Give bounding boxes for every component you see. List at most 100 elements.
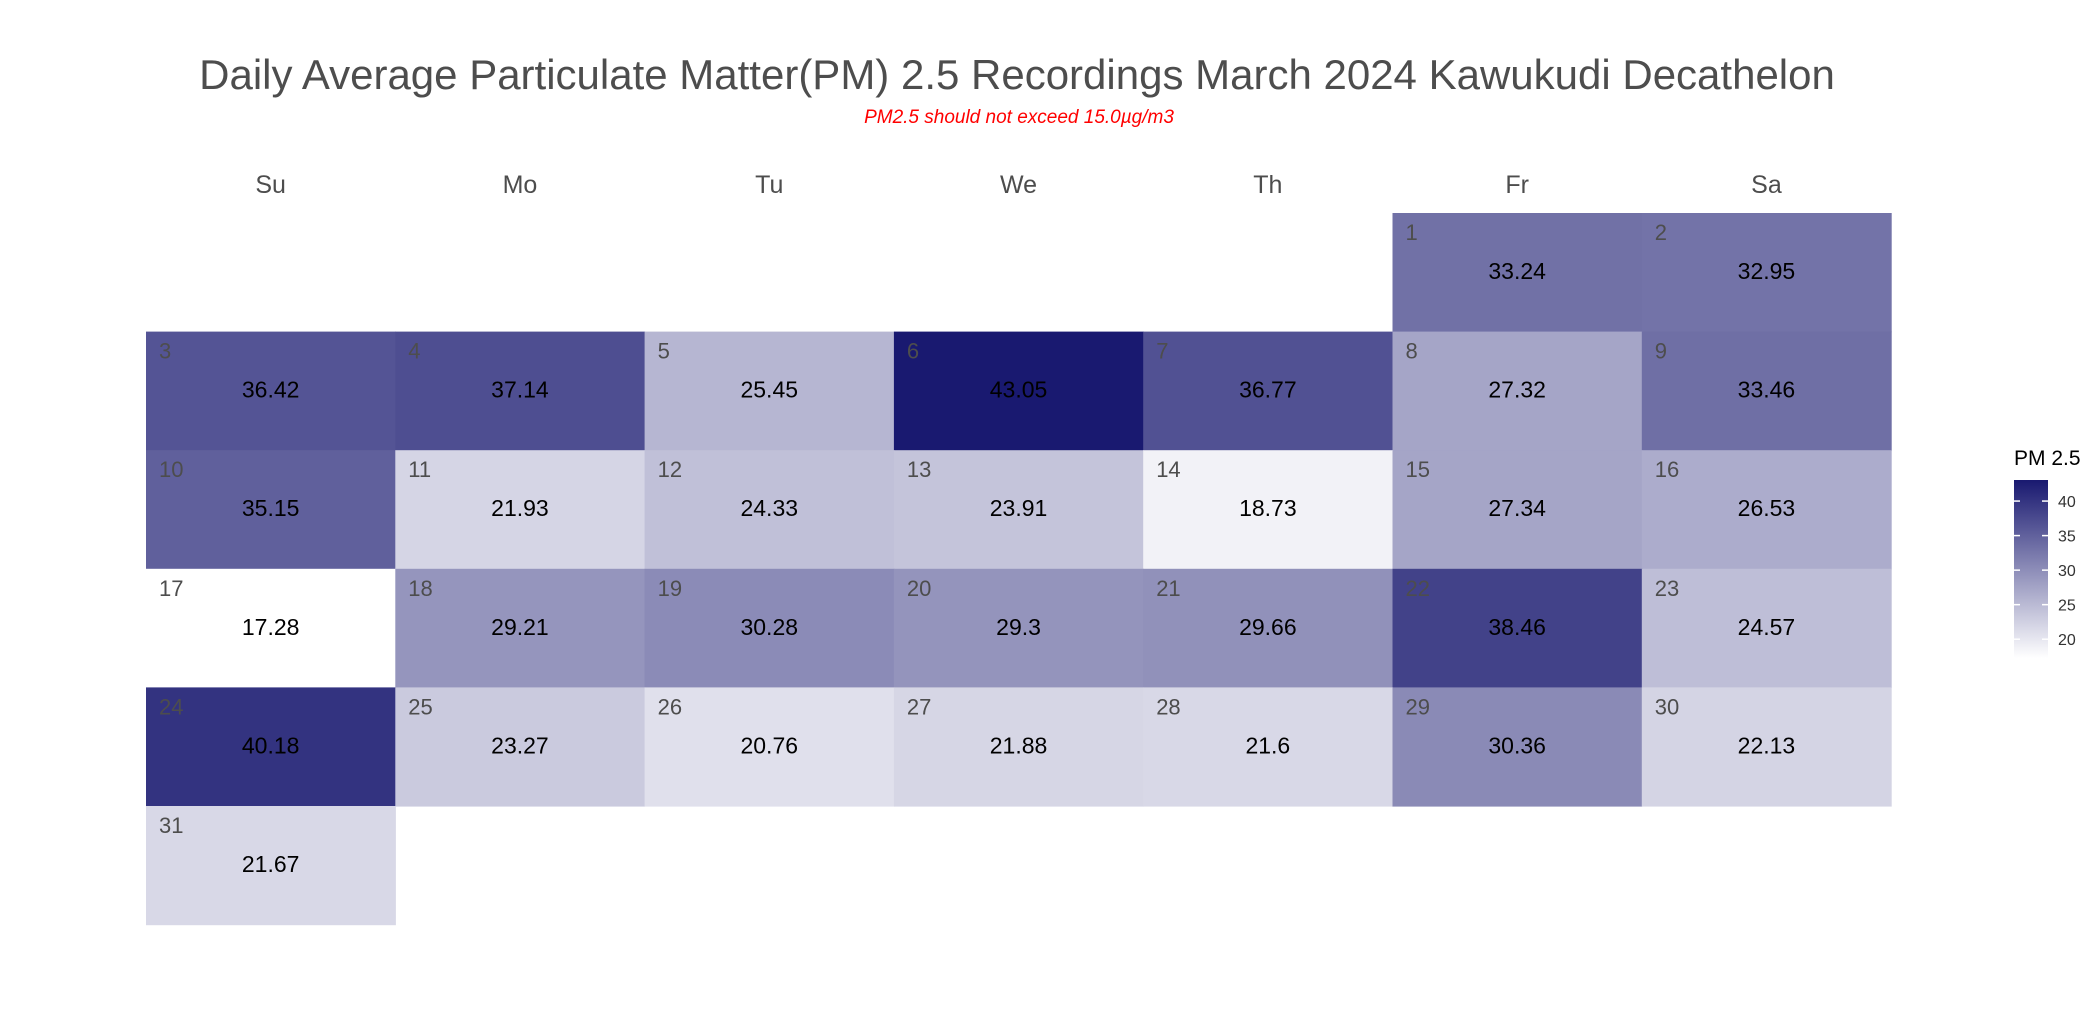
cell-value: 33.24 [1488, 258, 1546, 284]
calendar-cell: 20 29.3 [893, 568, 1144, 688]
cell-fill [1641, 213, 1892, 333]
calendar-cell: 736.77 [1143, 331, 1394, 451]
cell-fill [1143, 687, 1394, 807]
calendar-cell: 336.42 [146, 331, 396, 451]
weekday-label-tu: Tu [755, 171, 783, 199]
day-number: 27 [907, 694, 931, 719]
day-number: 25 [408, 694, 432, 719]
cell-value: 43.05 [990, 377, 1048, 403]
cell-fill [644, 568, 895, 688]
cell-fill [1143, 568, 1394, 688]
calendar-cell: 26 20.76 [644, 687, 895, 807]
chart-title: Daily Average Particulate Matter(PM) 2.5… [199, 51, 1835, 98]
calendar-cell: 133.24 [1392, 213, 1643, 333]
legend-tick-label: 35 [2058, 529, 2076, 546]
day-number: 15 [1406, 457, 1430, 482]
cell-value: 22.13 [1738, 732, 1796, 758]
cell-fill [893, 568, 1144, 688]
calendar-cell: 30 22.13 [1641, 687, 1892, 807]
calendar-cell: 28 21.6 [1143, 687, 1394, 807]
day-number: 12 [658, 457, 682, 482]
cell-fill [395, 331, 646, 451]
day-number: 30 [1655, 694, 1679, 719]
cell-value: 29.21 [491, 614, 549, 640]
calendar-cell: 16 26.53 [1641, 450, 1892, 570]
day-number: 5 [658, 339, 670, 364]
calendar-cell: 31 21.67 [146, 806, 396, 926]
day-number: 28 [1156, 694, 1180, 719]
calendar-cell: 19 30.28 [644, 568, 895, 688]
cell-value: 35.15 [242, 495, 300, 521]
cell-fill [146, 568, 396, 688]
cell-value: 23.91 [990, 495, 1048, 521]
cell-fill [1392, 450, 1643, 570]
cell-fill [146, 806, 396, 926]
calendar-cell: 23 24.57 [1641, 568, 1892, 688]
day-number: 23 [1655, 576, 1679, 601]
cell-value: 24.33 [740, 495, 798, 521]
calendar-grid: 133.24232.95336.42437.14525.45643.05736.… [146, 213, 1892, 926]
calendar-cell: 15 27.34 [1392, 450, 1643, 570]
cell-value: 37.14 [491, 377, 549, 403]
cell-fill [1143, 331, 1394, 451]
calendar-cell: 18 29.21 [395, 568, 646, 688]
day-number: 24 [159, 694, 183, 719]
calendar-cell: 13 23.91 [893, 450, 1144, 570]
weekday-label-sa: Sa [1751, 171, 1782, 199]
day-number: 14 [1156, 457, 1180, 482]
weekday-header-row: Su Mo Tu We Th Fr Sa [255, 171, 1781, 199]
cell-fill [1392, 331, 1643, 451]
cell-fill [1641, 450, 1892, 570]
calendar-cell: 14 18.73 [1143, 450, 1394, 570]
chart-subtitle: PM2.5 should not exceed 15.0µg/m3 [864, 107, 1174, 128]
day-number: 1 [1406, 220, 1418, 245]
weekday-label-th: Th [1253, 171, 1282, 199]
day-number: 8 [1406, 339, 1418, 364]
calendar-cell: 525.45 [644, 331, 895, 451]
legend-tick-label: 30 [2058, 563, 2076, 580]
cell-value: 21.67 [242, 851, 300, 877]
cell-fill [1392, 213, 1643, 333]
day-number: 31 [159, 813, 183, 838]
cell-fill [1641, 568, 1892, 688]
calendar-cell: 25 23.27 [395, 687, 646, 807]
calendar-cell: 27 21.88 [893, 687, 1144, 807]
cell-value: 24.57 [1738, 614, 1796, 640]
calendar-cell: 21 29.66 [1143, 568, 1394, 688]
day-number: 7 [1156, 339, 1168, 364]
calendar-cell: 827.32 [1392, 331, 1643, 451]
legend-colorbar [2014, 480, 2048, 658]
calendar-cell: 22 38.46 [1392, 568, 1643, 688]
cell-fill [644, 450, 895, 570]
legend: PM 2.5 20 25 30 35 40 [2014, 447, 2081, 658]
calendar-cell: 29 30.36 [1392, 687, 1643, 807]
calendar-cell: 11 21.93 [395, 450, 646, 570]
cell-value: 30.36 [1488, 732, 1546, 758]
cell-fill [1641, 687, 1892, 807]
cell-value: 27.34 [1488, 495, 1546, 521]
cell-value: 27.32 [1488, 377, 1546, 403]
day-number: 26 [658, 694, 682, 719]
legend-ticks: 20 25 30 35 40 [2014, 494, 2076, 649]
day-number: 20 [907, 576, 931, 601]
cell-fill [1143, 450, 1394, 570]
weekday-label-we: We [1000, 171, 1037, 199]
cell-value: 38.46 [1488, 614, 1546, 640]
calendar-cell: 437.14 [395, 331, 646, 451]
calendar-cell: 643.05 [893, 331, 1144, 451]
calendar-cell: 10 35.15 [146, 450, 396, 570]
calendar-cell: 232.95 [1641, 213, 1892, 333]
calendar-cell: 24 40.18 [146, 687, 396, 807]
cell-value: 26.53 [1738, 495, 1796, 521]
legend-tick-label: 40 [2058, 494, 2076, 511]
cell-fill [395, 568, 646, 688]
cell-fill [893, 687, 1144, 807]
cell-value: 23.27 [491, 732, 549, 758]
day-number: 29 [1406, 694, 1430, 719]
calendar-cell: 933.46 [1641, 331, 1892, 451]
cell-fill [395, 687, 646, 807]
cell-fill [1392, 568, 1643, 688]
day-number: 21 [1156, 576, 1180, 601]
weekday-label-mo: Mo [503, 171, 538, 199]
